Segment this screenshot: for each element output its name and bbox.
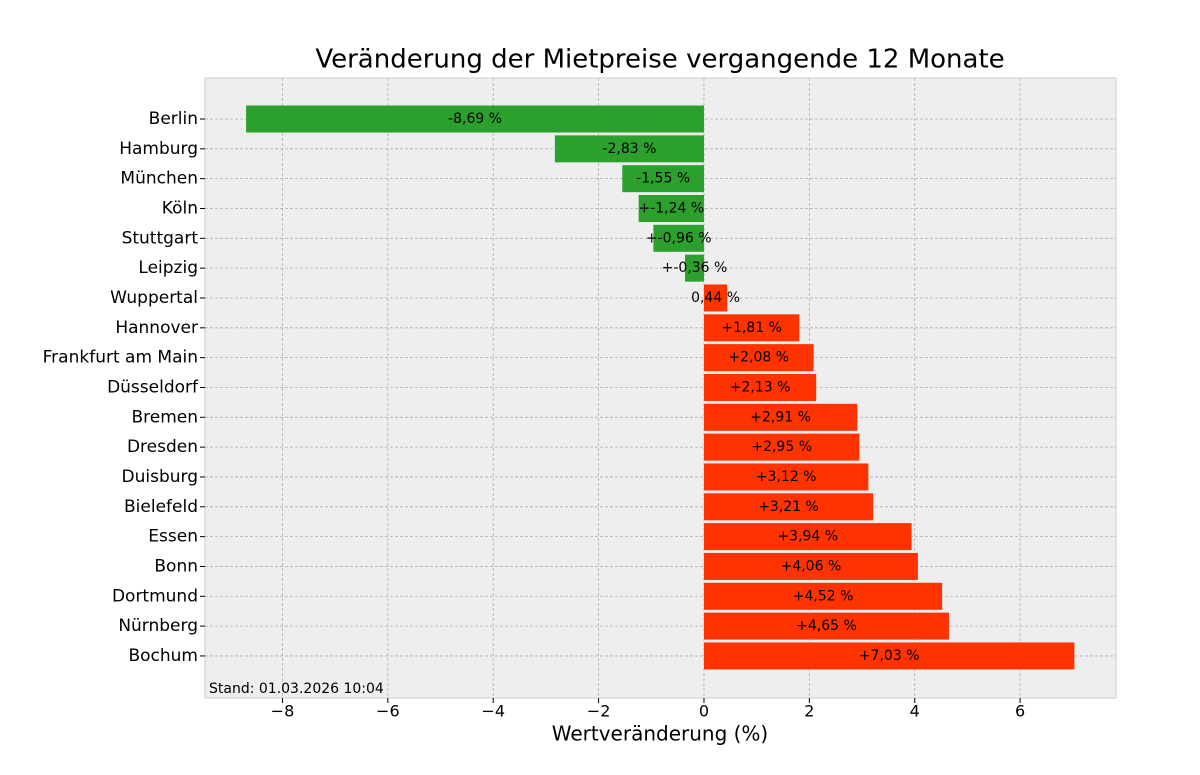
bar: [638, 194, 704, 222]
y-tick-label: Düsseldorf: [107, 377, 199, 397]
bar: [703, 523, 912, 551]
value-label: +3,94 %: [777, 529, 838, 545]
value-label: +-1,24 %: [638, 200, 704, 216]
value-label: +4,52 %: [793, 588, 854, 604]
x-axis-label: Wertveränderung (%): [552, 722, 769, 746]
y-tick-label: München: [120, 169, 198, 189]
x-tick-label: 0: [699, 702, 709, 721]
annotation: Stand: 01.03.2026 10:04: [209, 681, 384, 697]
x-tick-label: −8: [271, 702, 295, 721]
x-tick-label: 2: [804, 702, 814, 721]
y-tick-label: Stuttgart: [122, 228, 199, 248]
y-tick-label: Dresden: [127, 437, 198, 457]
value-label: +2,13 %: [730, 379, 791, 395]
value-label: +2,91 %: [750, 409, 811, 425]
value-label: +3,21 %: [758, 499, 819, 515]
x-tick-label: −2: [587, 702, 611, 721]
y-tick-label: Köln: [162, 198, 198, 218]
value-label: -1,55 %: [636, 171, 690, 187]
bar: [703, 373, 817, 401]
bar: [703, 463, 869, 491]
bar: [703, 314, 800, 342]
bar: [703, 612, 949, 640]
value-label: +-0,96 %: [646, 230, 712, 246]
bar: [653, 224, 704, 252]
y-tick-label: Bremen: [131, 407, 198, 427]
value-label: -2,83 %: [602, 141, 656, 157]
bar: [685, 254, 704, 282]
chart-title: Veränderung der Mietpreise vergangende 1…: [315, 45, 1004, 75]
bar: [703, 493, 874, 521]
y-tick-label: Bielefeld: [124, 497, 198, 517]
x-tick-label: −6: [376, 702, 400, 721]
bar: [703, 552, 918, 580]
bar: [622, 165, 704, 193]
bar: [703, 344, 814, 372]
bar: [703, 642, 1075, 670]
value-label: +1,81 %: [721, 320, 782, 336]
value-label: +2,08 %: [728, 350, 789, 366]
x-tick-label: 6: [1015, 702, 1025, 721]
y-tick-label: Duisburg: [122, 467, 199, 487]
y-tick-label: Bonn: [154, 556, 198, 576]
value-label: +2,95 %: [751, 439, 812, 455]
x-tick-label: −4: [481, 702, 505, 721]
value-label: 0,44 %: [691, 290, 740, 306]
value-label: +4,06 %: [781, 558, 842, 574]
bar: [703, 403, 858, 431]
bar: [703, 284, 728, 312]
bar: [703, 433, 860, 461]
y-tick-label: Frankfurt am Main: [43, 348, 198, 368]
y-tick-label: Essen: [148, 527, 198, 547]
y-tick-label: Leipzig: [138, 258, 198, 278]
value-label: +7,03 %: [859, 648, 920, 664]
y-tick-label: Dortmund: [112, 586, 198, 606]
y-tick-label: Hamburg: [119, 139, 198, 159]
y-tick-label: Nürnberg: [118, 616, 198, 636]
bar: [246, 105, 704, 133]
y-tick-label: Wuppertal: [110, 288, 198, 308]
x-tick-label: 4: [910, 702, 920, 721]
value-label: +-0,36 %: [662, 260, 728, 276]
value-label: -8,69 %: [448, 111, 502, 127]
y-tick-label: Bochum: [128, 646, 198, 666]
y-tick-label: Hannover: [115, 318, 198, 338]
value-label: +4,65 %: [796, 618, 857, 634]
value-label: +3,12 %: [756, 469, 817, 485]
bar: [554, 135, 704, 163]
bar: [703, 582, 943, 610]
y-tick-label: Berlin: [149, 109, 198, 129]
